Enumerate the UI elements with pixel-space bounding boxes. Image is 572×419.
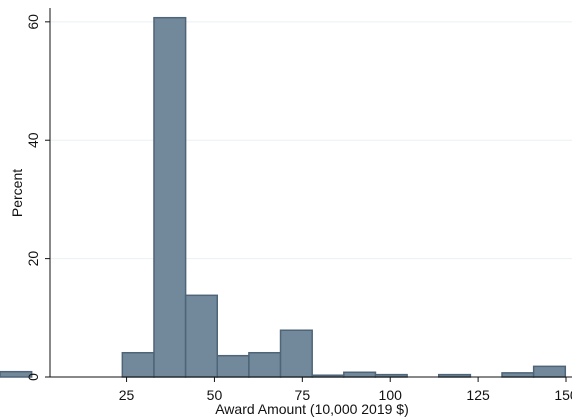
gridlines [50,21,572,260]
histogram-bar [184,294,219,378]
histogram-bar [279,329,313,378]
y-axis-label: Percent [9,169,25,217]
histogram-bar [248,351,282,378]
x-axis: 25 50 75 100 125 150 [50,376,572,403]
y-axis: 0 20 40 60 [25,8,51,381]
histogram-bar [153,16,187,378]
y-tick-label: 20 [25,251,41,267]
bars [0,16,567,378]
x-tick-label: 75 [295,387,311,403]
histogram-bar [216,354,250,378]
histogram-bar [501,372,535,378]
histogram-bar [121,351,155,378]
x-tick-label: 125 [466,387,490,403]
histogram-bar [0,370,33,378]
x-axis-label: Award Amount (10,000 2019 $) [215,401,409,417]
x-tick-label: 150 [554,387,572,403]
x-tick-label: 50 [207,387,223,403]
y-tick-label: 60 [25,14,41,30]
y-tick-label: 40 [25,132,41,148]
x-tick-label: 100 [379,387,403,403]
x-tick-label: 25 [119,387,135,403]
histogram-bar [532,365,567,378]
histogram-bar [343,371,377,378]
y-tick-label: 0 [25,373,41,381]
